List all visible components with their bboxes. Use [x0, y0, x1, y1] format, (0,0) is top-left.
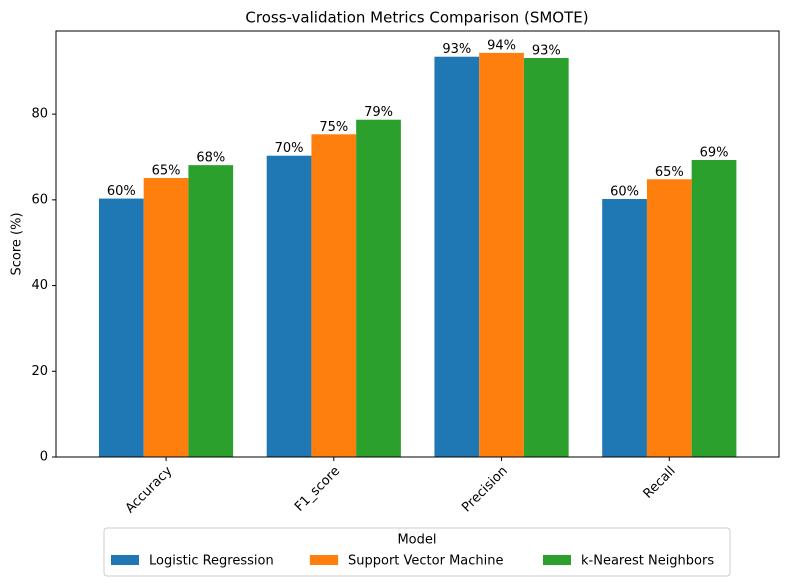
value-label: 94% — [487, 38, 516, 53]
value-label: 68% — [196, 151, 225, 166]
y-tick-label: 40 — [31, 278, 48, 293]
value-label: 65% — [655, 165, 684, 180]
legend-swatch — [543, 555, 571, 565]
bar — [188, 165, 234, 457]
bar — [266, 155, 312, 457]
y-tick-label: 80 — [31, 107, 48, 122]
bar — [646, 179, 692, 458]
x-tick-label: Accuracy — [123, 463, 176, 516]
legend-swatch — [111, 555, 139, 565]
legend-label: k-Nearest Neighbors — [581, 554, 714, 569]
value-label: 79% — [364, 105, 393, 120]
value-label: 60% — [610, 185, 639, 200]
value-label: 70% — [275, 141, 304, 156]
y-axis-label: Score (%) — [10, 212, 25, 275]
x-tick-label: Recall — [641, 464, 679, 502]
bar — [691, 160, 737, 457]
legend-swatch — [310, 555, 338, 565]
plot-frame — [55, 30, 780, 458]
bar — [311, 134, 357, 458]
bar — [602, 199, 647, 457]
bar — [98, 198, 144, 458]
legend-title: Model — [397, 533, 436, 548]
value-label: 69% — [700, 146, 729, 161]
legend-label: Support Vector Machine — [348, 554, 504, 569]
legend-label: Logistic Regression — [149, 554, 274, 569]
x-tick-label: Precision — [459, 464, 511, 516]
y-tick-label: 60 — [31, 192, 48, 207]
value-label: 65% — [152, 164, 181, 179]
chart-title: Cross-validation Metrics Comparison (SMO… — [245, 9, 588, 27]
y-tick-label: 0 — [40, 450, 48, 465]
legend: Model Logistic Regression Support Vector M… — [103, 527, 731, 577]
bar — [523, 58, 569, 457]
legend-box — [103, 527, 731, 577]
bar — [143, 178, 189, 457]
bar — [479, 52, 524, 457]
value-label: 60% — [107, 184, 136, 199]
x-tick-label: F1_score — [292, 464, 343, 515]
bar — [434, 56, 480, 457]
y-tick-label: 20 — [31, 364, 48, 379]
value-label: 93% — [532, 44, 561, 59]
value-label: 93% — [442, 42, 471, 57]
value-label: 75% — [319, 120, 348, 135]
bar — [356, 119, 401, 457]
